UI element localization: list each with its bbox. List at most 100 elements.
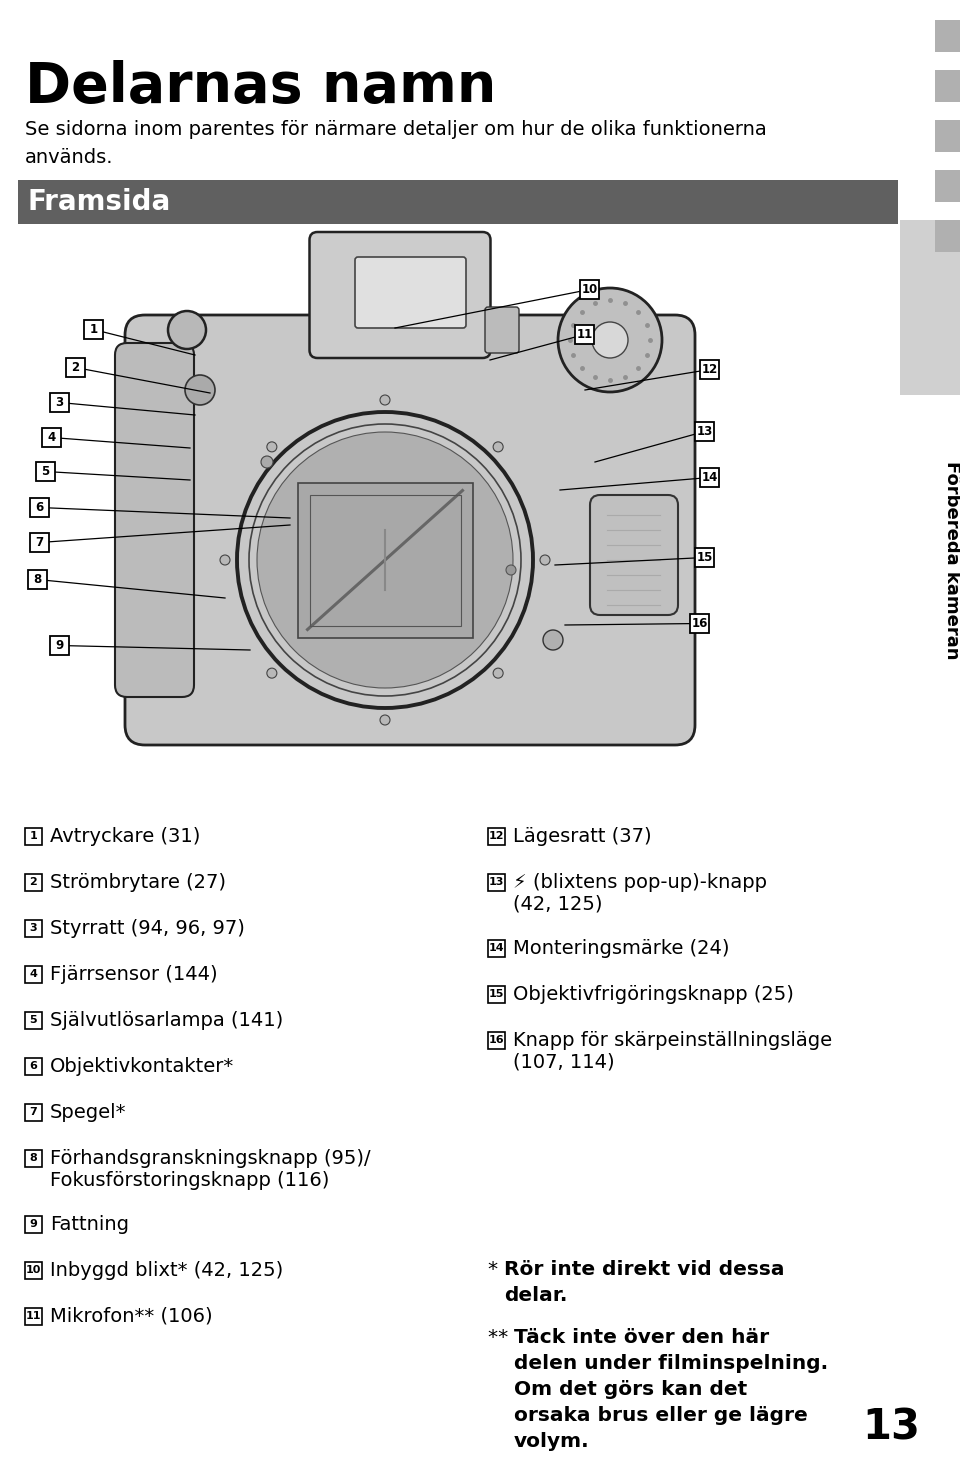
Bar <box>25 827 42 845</box>
Text: Fattning: Fattning <box>50 1214 129 1233</box>
Bar <box>25 1103 42 1121</box>
Text: Framsida: Framsida <box>28 187 171 215</box>
Circle shape <box>506 565 516 575</box>
Bar <box>309 494 461 625</box>
Text: 12: 12 <box>489 830 504 841</box>
Bar <box>695 422 714 441</box>
Circle shape <box>168 311 206 350</box>
Bar <box>25 919 42 937</box>
Circle shape <box>380 715 390 726</box>
Text: 10: 10 <box>582 283 598 296</box>
Text: 2: 2 <box>71 361 80 375</box>
Text: används.: används. <box>25 148 113 167</box>
Text: Rör inte direkt vid dessa: Rör inte direkt vid dessa <box>504 1260 784 1279</box>
Text: 7: 7 <box>36 535 43 549</box>
FancyBboxPatch shape <box>309 232 491 358</box>
Bar <box>700 360 719 379</box>
Bar <box>488 985 505 1003</box>
Text: 16: 16 <box>691 617 708 630</box>
Text: 6: 6 <box>30 1061 37 1071</box>
Text: Förbereda kameran: Förbereda kameran <box>943 460 960 659</box>
Text: 6: 6 <box>36 502 43 513</box>
Bar <box>695 549 714 566</box>
Text: delar.: delar. <box>504 1286 567 1305</box>
Text: 1: 1 <box>30 830 37 841</box>
FancyBboxPatch shape <box>590 496 678 615</box>
Text: 14: 14 <box>489 943 504 953</box>
Text: 3: 3 <box>30 923 37 934</box>
Circle shape <box>558 288 662 392</box>
Text: Om det görs kan det: Om det görs kan det <box>514 1381 747 1398</box>
Bar <box>488 873 505 891</box>
Text: 5: 5 <box>41 465 50 478</box>
Bar <box>30 499 49 518</box>
Text: (107, 114): (107, 114) <box>513 1053 614 1071</box>
Text: *: * <box>488 1260 505 1279</box>
Circle shape <box>267 668 276 679</box>
Bar <box>50 392 69 412</box>
Text: Objektivkontakter*: Objektivkontakter* <box>50 1056 234 1075</box>
Bar <box>42 428 61 447</box>
Text: 13: 13 <box>696 425 712 438</box>
Bar <box>935 220 960 252</box>
Text: delen under filminspelning.: delen under filminspelning. <box>514 1354 828 1373</box>
Text: volym.: volym. <box>514 1432 589 1451</box>
Text: Styrratt (94, 96, 97): Styrratt (94, 96, 97) <box>50 919 245 938</box>
Bar <box>66 358 85 378</box>
Text: orsaka brus eller ge lägre: orsaka brus eller ge lägre <box>514 1406 807 1425</box>
Circle shape <box>540 555 550 565</box>
Bar <box>25 1149 42 1167</box>
Circle shape <box>220 555 230 565</box>
Text: Objektivfrigöringsknapp (25): Objektivfrigöringsknapp (25) <box>513 984 794 1003</box>
Text: Fokusförstoringsknapp (116): Fokusförstoringsknapp (116) <box>50 1171 329 1189</box>
Text: 13: 13 <box>489 878 504 886</box>
Text: 15: 15 <box>696 552 712 563</box>
Bar <box>50 636 69 655</box>
Bar <box>25 1215 42 1233</box>
Text: 9: 9 <box>30 1218 37 1229</box>
Text: 2: 2 <box>30 878 37 886</box>
Bar <box>935 21 960 52</box>
Text: 5: 5 <box>30 1015 37 1025</box>
Bar <box>84 320 103 339</box>
Bar <box>690 614 709 633</box>
Text: Monteringsmärke (24): Monteringsmärke (24) <box>513 938 730 957</box>
Bar <box>25 1058 42 1074</box>
Text: 15: 15 <box>489 990 504 999</box>
Circle shape <box>257 432 513 687</box>
Text: 12: 12 <box>702 363 718 376</box>
Bar <box>488 1031 505 1049</box>
Text: 1: 1 <box>89 323 98 336</box>
Bar <box>935 119 960 152</box>
Bar <box>298 482 472 637</box>
Bar <box>28 569 47 589</box>
Text: 14: 14 <box>702 471 718 484</box>
Text: Mikrofon** (106): Mikrofon** (106) <box>50 1307 212 1326</box>
Bar <box>488 940 505 956</box>
Text: 16: 16 <box>489 1035 504 1044</box>
Bar <box>580 280 599 299</box>
Bar <box>700 468 719 487</box>
Text: Knapp för skärpeinställningsläge: Knapp för skärpeinställningsläge <box>513 1031 832 1050</box>
Text: Delarnas namn: Delarnas namn <box>25 60 496 114</box>
Text: Se sidorna inom parentes för närmare detaljer om hur de olika funktionerna: Se sidorna inom parentes för närmare det… <box>25 119 767 139</box>
Text: 8: 8 <box>34 572 41 586</box>
Bar <box>25 873 42 891</box>
Text: 7: 7 <box>30 1108 37 1117</box>
Bar <box>575 324 594 344</box>
FancyBboxPatch shape <box>125 316 695 745</box>
Text: Lägesratt (37): Lägesratt (37) <box>513 826 652 845</box>
Bar <box>935 69 960 102</box>
Text: Inbyggd blixt* (42, 125): Inbyggd blixt* (42, 125) <box>50 1261 283 1279</box>
Circle shape <box>493 442 503 451</box>
Text: Strömbrytare (27): Strömbrytare (27) <box>50 873 226 891</box>
Bar <box>935 170 960 202</box>
Circle shape <box>267 442 276 451</box>
Bar <box>900 220 960 395</box>
Text: 4: 4 <box>30 969 37 979</box>
FancyBboxPatch shape <box>485 307 519 353</box>
Text: (42, 125): (42, 125) <box>513 894 603 913</box>
Text: 4: 4 <box>47 431 56 444</box>
Bar <box>18 180 898 224</box>
Bar <box>488 827 505 845</box>
